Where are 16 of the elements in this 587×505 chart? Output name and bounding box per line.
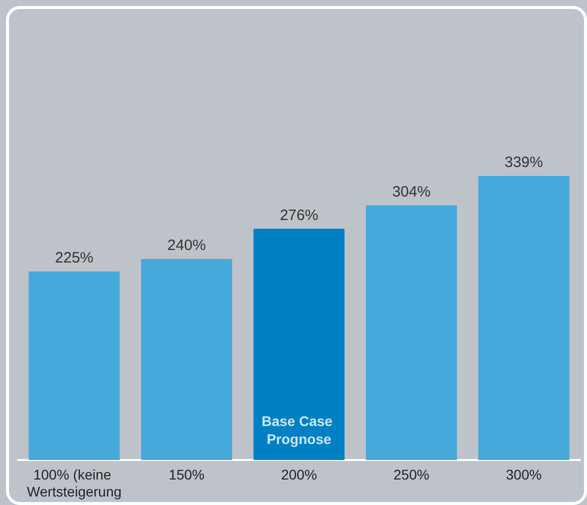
data-label: 225% (55, 250, 94, 267)
bar (366, 205, 457, 460)
data-label: 240% (167, 236, 206, 254)
x-tick-label: 300% (506, 466, 542, 482)
data-label: 339% (504, 154, 543, 171)
bar (28, 272, 120, 460)
x-tick-label: 250% (393, 466, 430, 482)
bar (141, 258, 232, 460)
x-tick-label: 200% (281, 466, 317, 482)
x-tick-label: 100% (keine Wertsteigerung (26, 466, 122, 500)
data-label: 276% (280, 206, 318, 224)
bar (478, 176, 570, 460)
x-tick-label: 150% (168, 466, 205, 482)
annotation: Base Case Prognose (262, 413, 336, 447)
data-label: 304% (392, 183, 431, 200)
bar (253, 228, 345, 460)
